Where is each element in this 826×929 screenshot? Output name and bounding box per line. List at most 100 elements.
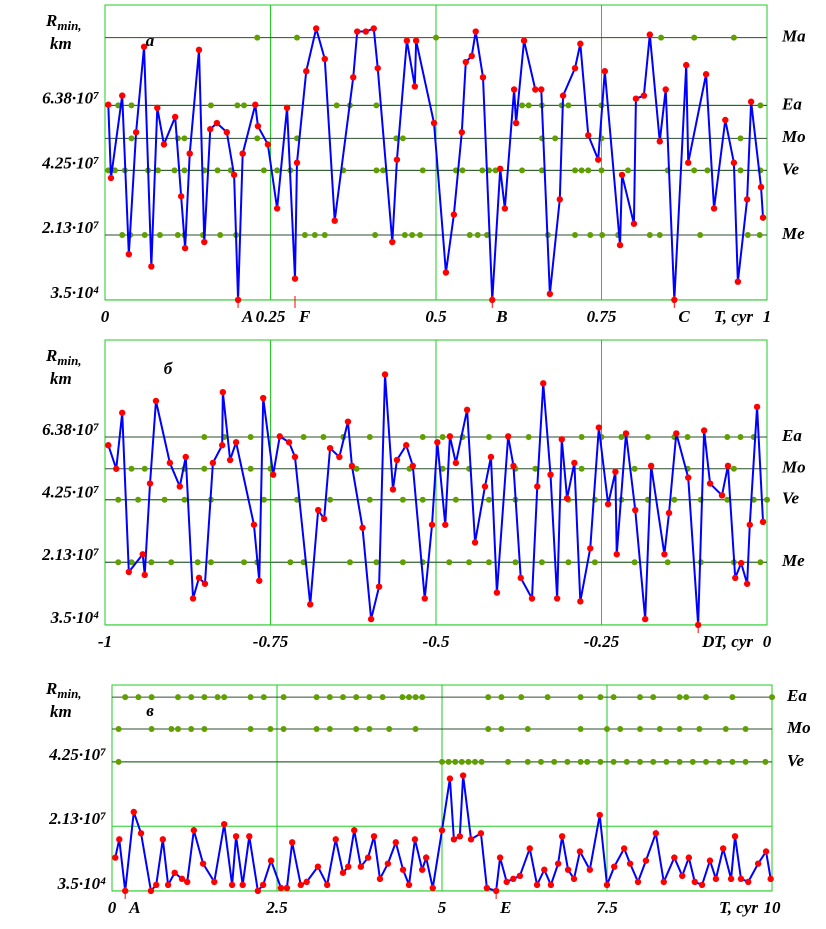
data-point	[497, 165, 504, 173]
x-tick-label: 10	[764, 898, 782, 917]
annotation-label: C	[678, 307, 690, 326]
reference-dot	[532, 465, 539, 472]
data-point	[620, 845, 628, 852]
reference-dot	[742, 758, 749, 765]
data-point	[622, 430, 630, 437]
y-axis-label: Rmin,	[45, 346, 82, 368]
data-point	[652, 830, 660, 837]
reference-dot	[597, 758, 604, 765]
annotation-label: B	[495, 307, 507, 326]
reference-dot	[122, 694, 129, 701]
reference-dot	[201, 726, 208, 733]
reference-dot	[737, 135, 744, 142]
reference-dot	[439, 433, 446, 440]
data-point	[646, 31, 654, 38]
reference-dot	[419, 167, 426, 174]
data-point	[558, 436, 565, 443]
data-point	[632, 506, 639, 514]
data-point	[218, 442, 226, 449]
data-point	[147, 887, 155, 895]
data-point	[640, 92, 648, 99]
reference-dot	[254, 135, 261, 142]
data-point	[141, 571, 148, 579]
reference-dot	[646, 232, 653, 239]
data-point	[221, 820, 228, 828]
data-point	[351, 827, 358, 834]
plot-frame	[104, 339, 768, 626]
reference-dot	[716, 758, 723, 765]
data-point	[737, 559, 745, 567]
data-point	[660, 878, 667, 886]
y-tick-label: 3.5·10⁴	[57, 874, 107, 893]
data-point	[757, 183, 765, 191]
data-point	[139, 551, 146, 558]
reference-dot	[260, 167, 267, 174]
reference-dot	[676, 758, 683, 765]
data-point	[743, 196, 751, 203]
reference-dot	[466, 232, 473, 239]
data-point	[176, 483, 184, 490]
reference-dot	[597, 694, 604, 701]
reference-dot	[485, 694, 492, 701]
data-point	[585, 132, 592, 139]
data-point	[446, 775, 454, 782]
x-tick-label: 2.5	[265, 898, 288, 917]
data-point	[370, 25, 377, 32]
data-point	[223, 129, 231, 136]
data-point	[642, 857, 650, 864]
data-point	[745, 878, 752, 886]
reference-dot	[148, 726, 155, 733]
reference-dot	[485, 496, 492, 503]
reference-dot	[171, 167, 178, 174]
data-point	[767, 875, 774, 883]
x-tick-label: 0	[108, 898, 117, 917]
data-point	[587, 545, 594, 552]
data-point	[422, 854, 430, 861]
data-point	[718, 492, 726, 499]
y-tick-label: 4.25·10⁷	[48, 745, 106, 764]
data-point	[277, 884, 285, 892]
data-point	[481, 483, 489, 490]
data-point	[303, 878, 310, 886]
reference-dot	[217, 232, 224, 239]
reference-dot	[689, 758, 696, 765]
reference-dot	[247, 694, 254, 701]
reference-dot	[737, 167, 744, 174]
reference-dot	[128, 102, 135, 109]
reference-dot	[247, 465, 254, 472]
annotation-label: E	[499, 898, 511, 917]
data-point	[259, 881, 267, 889]
reference-dot	[181, 167, 188, 174]
reference-dot	[466, 559, 473, 566]
reference-dot	[115, 758, 122, 765]
reference-dot	[729, 694, 736, 701]
data-point	[186, 150, 193, 157]
reference-dot	[644, 433, 651, 440]
data-point	[285, 439, 293, 446]
data-point	[312, 25, 320, 32]
data-point	[710, 205, 718, 212]
data-point	[405, 881, 413, 889]
reference-dot	[119, 232, 126, 239]
data-point	[727, 875, 735, 883]
data-point	[374, 64, 381, 72]
data-point	[754, 860, 762, 867]
reference-dot	[194, 559, 201, 566]
reference-dot	[684, 433, 691, 440]
data-point	[269, 471, 277, 478]
y-tick-label: 6.38·10⁷	[42, 420, 99, 439]
reference-dot	[148, 694, 155, 701]
data-point	[381, 371, 389, 378]
data-point	[450, 211, 458, 218]
reference-dot	[439, 758, 445, 765]
data-point	[326, 444, 334, 452]
data-point	[403, 37, 411, 44]
data-point	[613, 551, 620, 558]
data-point	[105, 442, 112, 449]
data-point	[554, 860, 562, 867]
y-axis-label-main: R	[45, 346, 57, 365]
reference-dot	[519, 167, 526, 174]
panel-label: в	[146, 701, 154, 720]
y-axis-label-main: R	[45, 11, 57, 30]
data-point	[189, 595, 197, 602]
